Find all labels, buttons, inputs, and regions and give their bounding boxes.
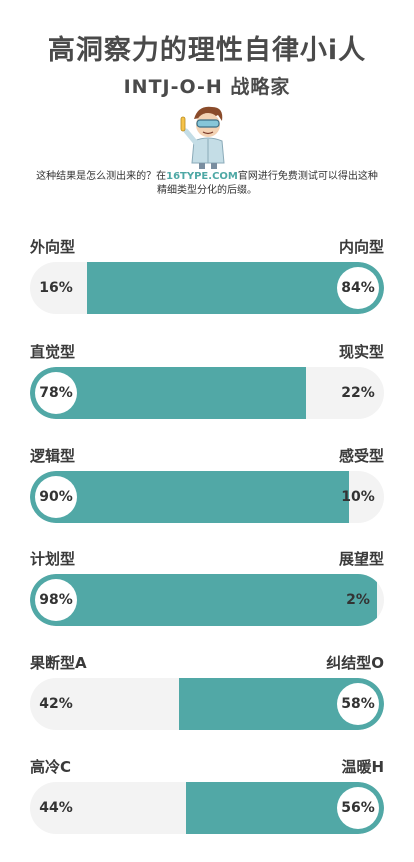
- trait-left-percent: 16%: [39, 280, 73, 296]
- trait-left-label: 外向型: [30, 238, 76, 256]
- trait-right-label: 感受型: [338, 447, 384, 465]
- trait-row: 直觉型 现实型 78% 22%: [0, 341, 414, 431]
- scientist-character-illustration: [180, 106, 225, 169]
- trait-bar-fill: [87, 262, 384, 314]
- trait-right-percent: 22%: [341, 385, 375, 401]
- trait-left-label: 直觉型: [30, 343, 76, 361]
- trait-right-label: 内向型: [338, 238, 384, 256]
- trait-left-label: 逻辑型: [30, 447, 76, 465]
- trait-right-label: 温暖H: [341, 758, 384, 776]
- trait-left-percent: 78%: [35, 372, 77, 414]
- trait-row: 外向型 内向型 16% 84%: [0, 236, 414, 326]
- note-text-after: 官网进行免费测试可以得出这种精细类型分化的后缀。: [157, 171, 378, 196]
- trait-right-percent: 58%: [337, 683, 379, 725]
- trait-bar-track: 44% 56%: [30, 782, 384, 834]
- test-info-note: 这种结果是怎么测出来的？在16TYPE.COM官网进行免费测试可以得出这种精细类…: [34, 170, 380, 198]
- trait-bar-fill: [30, 574, 377, 626]
- trait-bar-track: 90% 10%: [30, 471, 384, 523]
- personality-type-subtitle: INTJ-O-H 战略家: [123, 76, 291, 98]
- trait-bar-track: 78% 22%: [30, 367, 384, 419]
- trait-row: 果断型A 纠结型O 42% 58%: [0, 652, 414, 742]
- trait-left-percent: 90%: [35, 476, 77, 518]
- trait-left-label: 果断型A: [30, 654, 87, 672]
- trait-left-label: 高冷C: [30, 758, 72, 776]
- website-link[interactable]: 16TYPE.COM: [166, 171, 238, 182]
- note-text-before: 这种结果是怎么测出来的？在: [36, 171, 167, 182]
- trait-row: 逻辑型 感受型 90% 10%: [0, 445, 414, 535]
- trait-bar-track: 98% 2%: [30, 574, 384, 626]
- trait-row: 计划型 展望型 98% 2%: [0, 548, 414, 638]
- page-title: 高洞察力的理性自律小i人: [47, 35, 367, 66]
- trait-right-label: 现实型: [338, 343, 384, 361]
- trait-right-label: 纠结型O: [326, 654, 384, 672]
- trait-right-percent: 2%: [346, 592, 370, 608]
- trait-row: 高冷C 温暖H 44% 56%: [0, 756, 414, 846]
- trait-bar-track: 42% 58%: [30, 678, 384, 730]
- trait-left-percent: 98%: [35, 579, 77, 621]
- trait-left-percent: 42%: [39, 696, 73, 712]
- trait-bar-track: 16% 84%: [30, 262, 384, 314]
- trait-right-percent: 84%: [337, 267, 379, 309]
- trait-left-label: 计划型: [30, 550, 76, 568]
- trait-right-label: 展望型: [338, 550, 384, 568]
- trait-right-percent: 56%: [337, 787, 379, 829]
- trait-bar-fill: [30, 471, 349, 523]
- trait-right-percent: 10%: [341, 489, 375, 505]
- trait-left-percent: 44%: [39, 800, 73, 816]
